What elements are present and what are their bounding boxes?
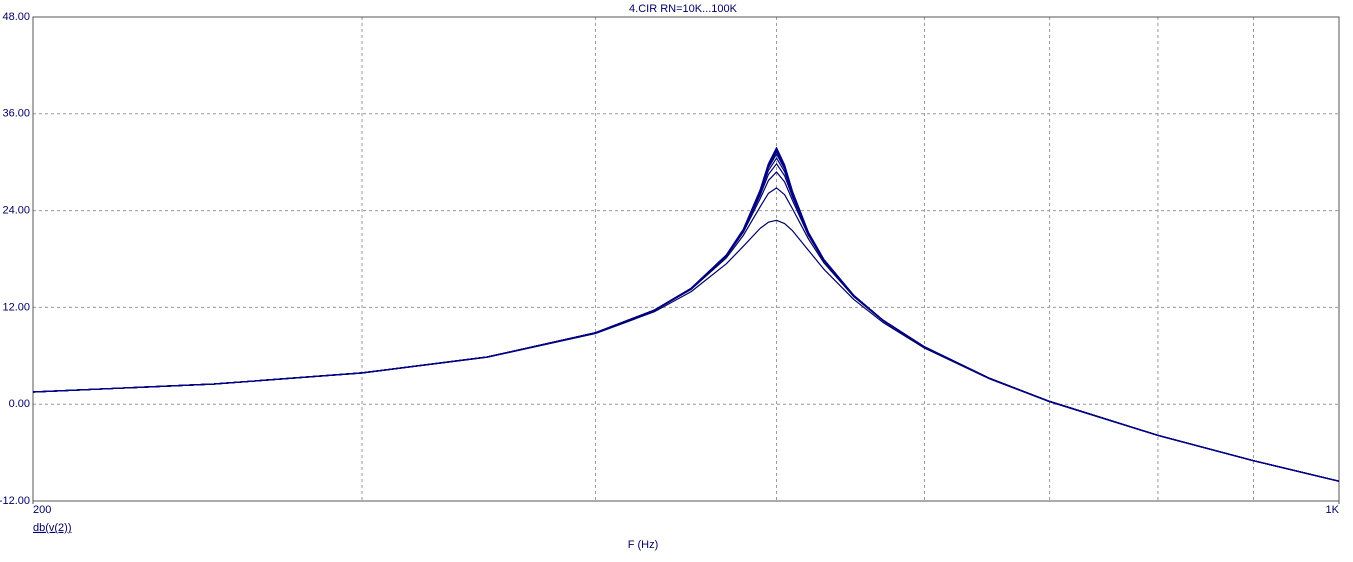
y-tick-label: 36.00: [2, 108, 30, 120]
y-tick-label: 48.00: [2, 11, 30, 23]
plot-frame: [32, 16, 1340, 502]
y-tick-label: 12.00: [2, 301, 30, 313]
chart-title: 4.CIR RN=10K...100K: [629, 3, 738, 15]
x-tick-label: 200: [33, 504, 51, 516]
series-line: [32, 147, 1340, 482]
y-tick-label: -12.00: [0, 495, 30, 507]
y-tick-label: 24.00: [2, 205, 30, 217]
y-tick-label: 0.00: [9, 398, 30, 410]
x-tick-label: 1K: [1326, 504, 1340, 516]
x-axis-label: F (Hz): [628, 539, 659, 551]
y-axis-label: db(v(2)): [33, 522, 72, 534]
